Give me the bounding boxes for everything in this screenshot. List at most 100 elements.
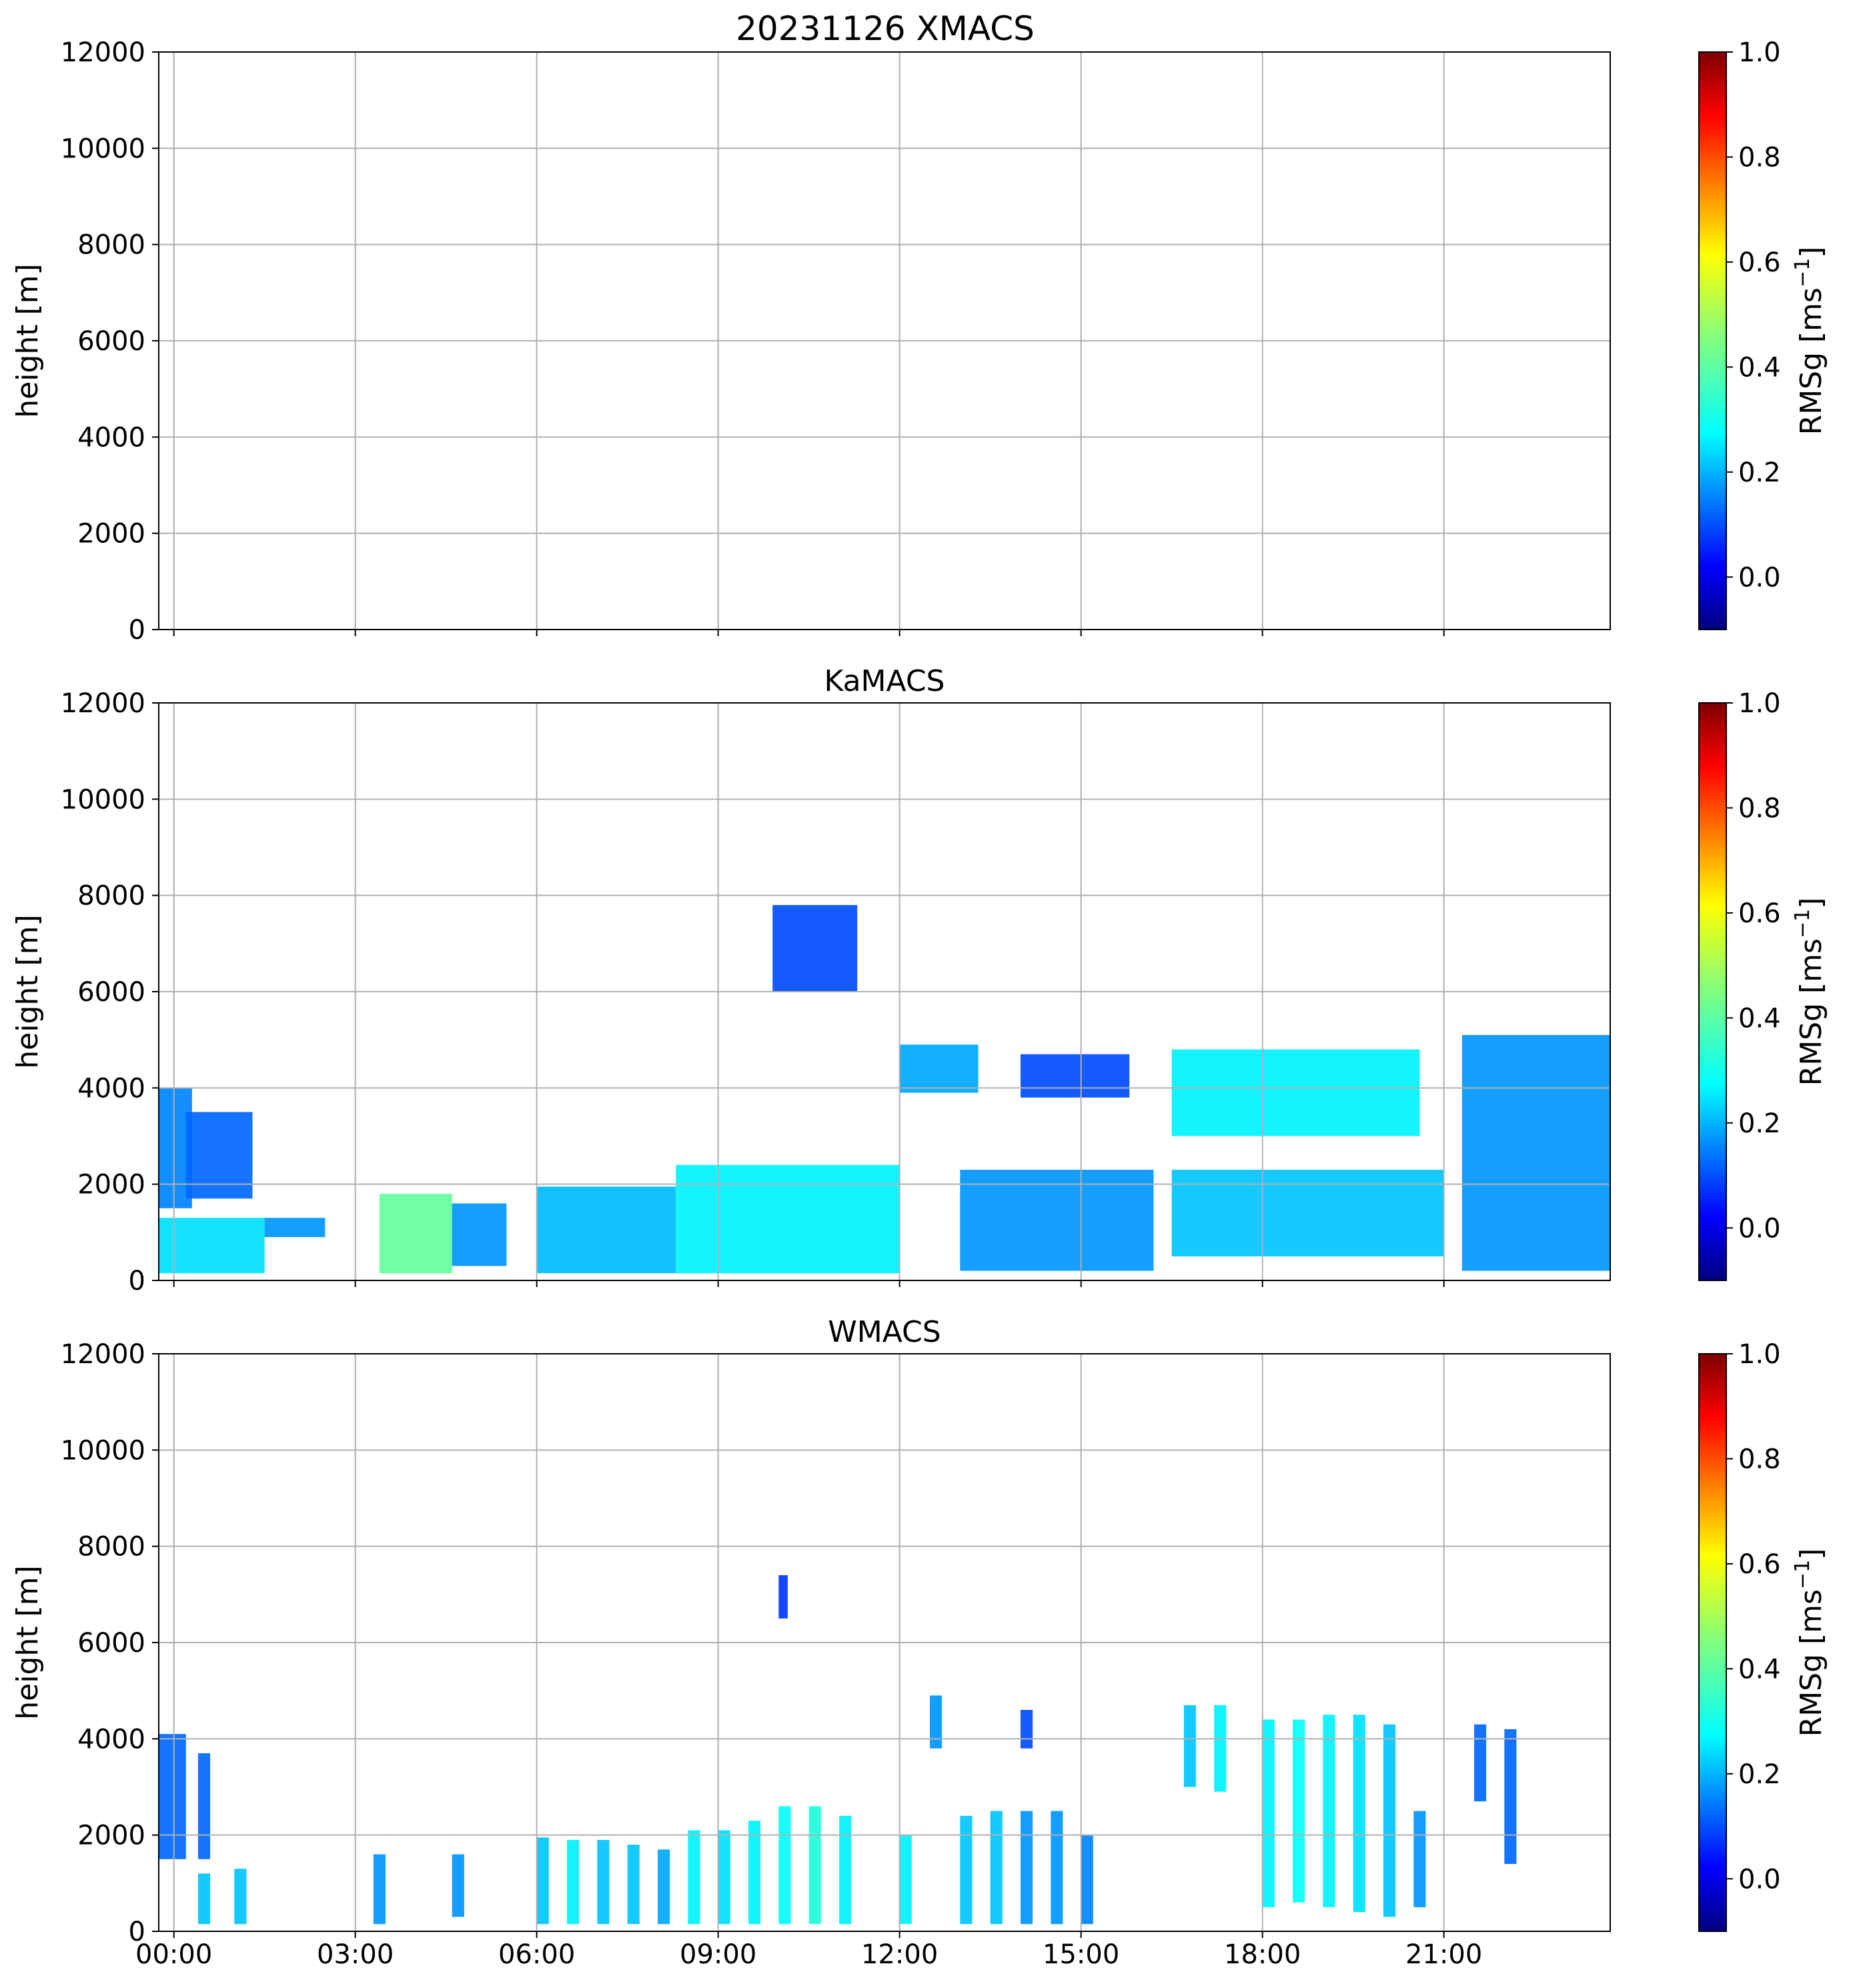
y-tick-label: 12000 [61, 1339, 145, 1370]
cloud-region [185, 1112, 253, 1199]
axes-frame [158, 1353, 1611, 1932]
cloud-region [839, 1815, 852, 1925]
cloud-region [778, 1806, 791, 1925]
y-tick-label: 6000 [77, 1628, 145, 1659]
cloud-region [234, 1869, 247, 1925]
colorbar-tick-label: 0.4 [1738, 352, 1781, 383]
cloud-region [197, 1753, 211, 1859]
cloud-region-layer [159, 1575, 1517, 1925]
y-tick-label: 2000 [77, 1821, 145, 1851]
cloud-region [627, 1845, 640, 1925]
x-tick-label: 18:00 [1224, 1939, 1301, 1970]
colorbar-tick-label: 0.8 [1738, 142, 1781, 173]
cloud-region [1383, 1724, 1396, 1917]
cloud-region [1214, 1705, 1227, 1792]
x-tick-label: 15:00 [1043, 1939, 1119, 1970]
colorbar-tick-label: 0.6 [1738, 898, 1781, 929]
y-tick-label: 2000 [77, 1170, 145, 1200]
colorbar-tick-label: 0.2 [1738, 1108, 1781, 1139]
cloud-region [379, 1194, 452, 1274]
colorbar-label: RMSg [ms−1] [1791, 247, 1828, 435]
cloud-region [1413, 1811, 1426, 1907]
y-tick-label: 4000 [77, 1724, 145, 1755]
y-tick-label: 12000 [61, 688, 145, 719]
cloud-region [197, 1873, 211, 1925]
cloud-region [960, 1170, 1154, 1271]
cloud-region [264, 1218, 326, 1238]
axes-frame [158, 51, 1611, 630]
colorbar-tick-label: 1.0 [1738, 37, 1781, 68]
cloud-region [1461, 1034, 1610, 1271]
cloud-region [373, 1854, 386, 1925]
cloud-region [808, 1806, 821, 1925]
y-tick-label: 4000 [77, 422, 145, 453]
cloud-region [567, 1839, 580, 1925]
cloud-region [159, 1734, 186, 1859]
y-tick-label: 0 [129, 615, 145, 646]
x-tick-label: 09:00 [680, 1939, 756, 1970]
colorbar-tick-label: 0.8 [1738, 1444, 1781, 1474]
cloud-region [676, 1164, 900, 1274]
colorbar-tick-label: 0.4 [1738, 1654, 1781, 1685]
colorbar-tick-label: 0.6 [1738, 247, 1781, 278]
colorbar-tick-label: 1.0 [1738, 1339, 1781, 1370]
cloud-region [772, 905, 858, 992]
y-tick-label: 8000 [77, 230, 145, 261]
y-tick-label: 10000 [61, 784, 145, 815]
y-tick-label: 8000 [77, 1532, 145, 1563]
y-axis-label: height [m] [11, 263, 45, 417]
chart-panel-0: 0 2000 4000 6000 8000 10000 12000 height [m] 0.0… [11, 37, 1828, 646]
cloud-region [748, 1821, 761, 1925]
cloud-region [899, 1835, 912, 1925]
cloud-region [1171, 1170, 1444, 1256]
cloud-region [1021, 1054, 1130, 1098]
cloud-region [1323, 1715, 1335, 1907]
x-tick-label: 21:00 [1405, 1939, 1482, 1970]
y-tick-label: 12000 [61, 37, 145, 68]
y-axis-label: height [m] [11, 1565, 45, 1719]
cloud-region [536, 1186, 676, 1274]
cloud-region [778, 1575, 788, 1619]
colorbar-tick-label: 0.8 [1738, 793, 1781, 824]
cloud-region [1051, 1811, 1063, 1925]
y-tick-label: 0 [129, 1266, 145, 1296]
figure-title: 20231126 XMACS [736, 9, 1035, 48]
cloud-region [899, 1044, 979, 1093]
panel-title: KaMACS [824, 664, 945, 698]
cloud-region [718, 1830, 730, 1925]
cloud-region [159, 1218, 265, 1274]
colorbar-tick-label: 0.2 [1738, 457, 1781, 488]
x-tick-label: 00:00 [135, 1939, 212, 1970]
y-tick-label: 10000 [61, 133, 145, 164]
cloud-region [536, 1837, 549, 1925]
cloud-region [1183, 1705, 1196, 1787]
y-tick-label: 6000 [77, 326, 145, 357]
colorbar-tick-label: 0.6 [1738, 1549, 1781, 1580]
cloud-region [990, 1811, 1003, 1925]
colorbar-label: RMSg [ms−1] [1791, 1549, 1828, 1737]
cloud-region [960, 1815, 973, 1925]
y-axis-label: height [m] [11, 914, 45, 1068]
colorbar [1698, 702, 1727, 1281]
cloud-region [1504, 1729, 1517, 1864]
panel-title: WMACS [828, 1315, 941, 1349]
colorbar-tick-label: 0.0 [1738, 562, 1781, 593]
colorbar [1698, 1353, 1727, 1932]
cloud-region [1021, 1811, 1033, 1925]
colorbar-label: RMSg [ms−1] [1791, 898, 1828, 1086]
cloud-region [1293, 1719, 1305, 1903]
y-tick-label: 0 [129, 1917, 145, 1947]
cloud-region [1021, 1710, 1033, 1749]
colorbar [1698, 51, 1727, 630]
colorbar-tick-label: 1.0 [1738, 688, 1781, 719]
axes-frame [158, 702, 1611, 1281]
cloud-region [452, 1854, 464, 1917]
colorbar-tick-label: 0.2 [1738, 1759, 1781, 1790]
cloud-region [1081, 1835, 1093, 1925]
cloud-region-layer [159, 905, 1610, 1274]
cloud-region [1262, 1719, 1275, 1907]
x-tick-label: 06:00 [498, 1939, 575, 1970]
y-tick-label: 6000 [77, 977, 145, 1008]
y-tick-label: 8000 [77, 881, 145, 912]
